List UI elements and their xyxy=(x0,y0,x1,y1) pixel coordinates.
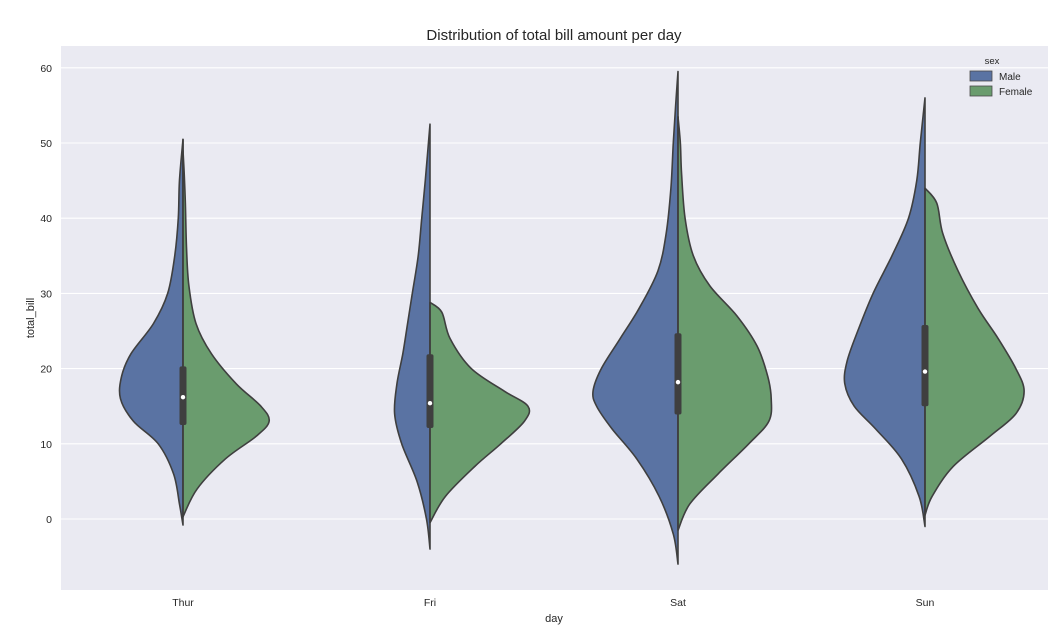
iqr-box-sat xyxy=(674,333,682,415)
legend: sex Male Female xyxy=(969,56,1033,98)
violin-female-sun xyxy=(924,187,1025,517)
x-axis-ticks: Thur Fri Sat Sun xyxy=(172,597,934,609)
violin-male-sat xyxy=(592,70,679,565)
y-tick-label: 50 xyxy=(40,138,52,150)
iqr-box-fri xyxy=(426,354,434,429)
violin-male-sun xyxy=(843,97,926,528)
y-tick-label: 0 xyxy=(46,514,52,526)
y-tick-label: 20 xyxy=(40,364,52,376)
chart-title: Distribution of total bill amount per da… xyxy=(426,27,682,44)
y-tick-label: 10 xyxy=(40,439,52,451)
legend-title: sex xyxy=(985,56,1000,67)
x-tick-label: Fri xyxy=(424,597,436,609)
median-marker-sun xyxy=(922,369,928,374)
legend-entry-female: Female xyxy=(969,85,1033,98)
x-tick-label: Sun xyxy=(916,597,935,609)
median-marker-fri xyxy=(427,400,433,406)
x-tick-label: Thur xyxy=(172,597,194,609)
violin-female-sat xyxy=(677,115,773,532)
violin-female-fri xyxy=(429,301,531,524)
legend-entry-male: Male xyxy=(969,70,1021,83)
legend-swatch-male xyxy=(969,70,993,82)
legend-swatch-female xyxy=(969,85,993,97)
x-axis-label: day xyxy=(545,613,563,625)
inner-boxes xyxy=(179,116,929,531)
legend-label-female: Female xyxy=(999,87,1033,98)
violins xyxy=(118,70,1025,565)
median-marker-thur xyxy=(180,394,186,400)
y-tick-label: 30 xyxy=(40,288,52,300)
iqr-box-sun xyxy=(921,324,929,407)
median-marker-sat xyxy=(675,379,681,385)
x-tick-label: Sat xyxy=(670,597,686,609)
y-axis-label: total_bill xyxy=(25,298,37,338)
y-tick-label: 60 xyxy=(40,63,52,75)
y-axis-ticks: 0 10 20 30 40 50 60 xyxy=(40,63,52,526)
violin-male-fri xyxy=(393,123,431,550)
violin-female-thur xyxy=(182,149,271,518)
legend-label-male: Male xyxy=(999,72,1021,83)
violin-male-thur xyxy=(118,138,184,526)
y-tick-label: 40 xyxy=(40,213,52,225)
